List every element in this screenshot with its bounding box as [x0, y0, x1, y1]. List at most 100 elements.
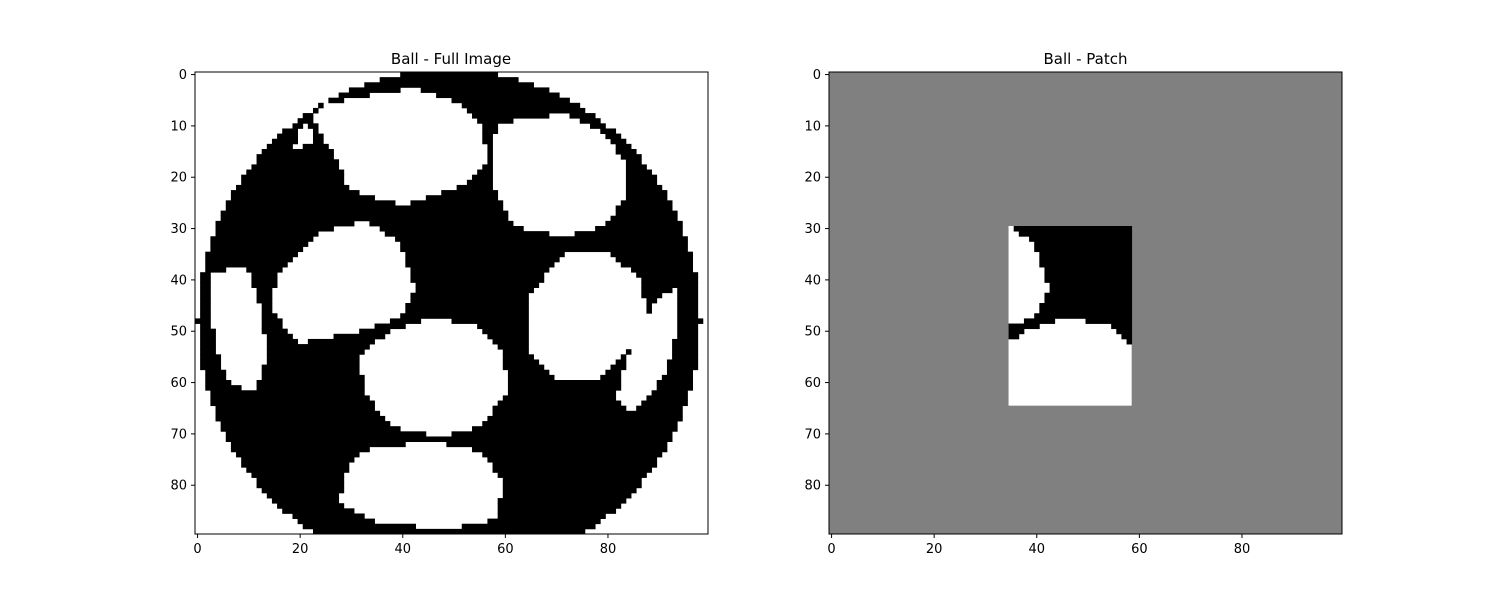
heatmap-cell-run — [620, 261, 694, 268]
heatmap-cell-run — [1034, 241, 1133, 247]
heatmap-cell-run — [405, 303, 529, 309]
y-tick-label: 40 — [170, 273, 187, 288]
heatmap-cell-run — [605, 220, 683, 227]
heatmap-cell-run — [318, 102, 324, 109]
heatmap-cell-run — [1029, 236, 1133, 242]
heatmap-cell-run — [1013, 226, 1133, 232]
heatmap-cell-run — [461, 102, 581, 109]
heatmap-cell-run — [348, 87, 401, 93]
heatmap-cell-run — [205, 251, 298, 258]
heatmap-cell-run — [200, 333, 216, 340]
heatmap-cell-run — [251, 282, 278, 288]
heatmap-cell-run — [641, 277, 699, 283]
heatmap-cell-run — [502, 364, 545, 371]
heatmap-cell-run — [225, 205, 504, 211]
axes-patch: Ball - Patch 0 20 40 60 80 0 10 20 30 40 50 60 70 80 — [804, 50, 1343, 557]
heatmap-cell-run — [210, 390, 365, 396]
y-tick-label: 50 — [170, 325, 187, 340]
heatmap-cell-run — [1044, 272, 1133, 278]
heatmap-cell-run — [610, 215, 678, 222]
heatmap-cell-run — [677, 297, 699, 304]
heatmap-cell-run — [472, 174, 493, 181]
heatmap-cell-run — [487, 518, 601, 525]
heatmap-cell-run — [266, 143, 293, 150]
heatmap-cell-run — [625, 164, 647, 170]
heatmap-cell-run — [605, 133, 622, 140]
heatmap-cell-run — [215, 226, 334, 232]
heatmap-cell-run — [677, 328, 699, 335]
heatmap-cell-run — [292, 123, 304, 129]
heatmap-cell-run — [210, 395, 370, 401]
heatmap-cell-run — [641, 282, 699, 288]
heatmap-cell-run — [482, 328, 529, 335]
heatmap-cell-run — [477, 118, 514, 124]
heatmap-cell-run — [215, 410, 381, 417]
heatmap-cell-run — [487, 457, 658, 463]
heatmap-cell-run — [405, 251, 565, 258]
heatmap-cell-run — [312, 107, 319, 114]
heatmap-cell-run — [266, 354, 360, 360]
heatmap-cell-run — [672, 338, 699, 345]
heatmap-cell-run — [666, 359, 699, 365]
heatmap-cell-run — [507, 380, 622, 386]
heatmap-cell-run — [261, 374, 365, 381]
heatmap-cell-run — [374, 323, 406, 330]
heatmap-cell-run — [410, 297, 529, 304]
heatmap-cell-run — [1039, 256, 1133, 263]
heatmap-cell-run — [625, 159, 642, 165]
heatmap-cell-run — [266, 349, 365, 355]
x-tick-label: 0 — [193, 542, 201, 557]
heatmap-cell-run — [312, 128, 319, 134]
heatmap-cell-run — [631, 267, 694, 273]
heatmap-cell-run — [384, 231, 550, 237]
heatmap-cell-run — [1085, 318, 1133, 324]
heatmap-cell-run — [297, 518, 375, 525]
heatmap-cell-run — [220, 421, 391, 427]
heatmap-cell-run — [251, 164, 340, 170]
heatmap-cell-run — [672, 349, 699, 355]
heatmap-cell-run — [410, 277, 545, 283]
heatmap-cell-run — [1039, 261, 1133, 268]
x-tick-label: 80 — [600, 542, 617, 557]
y-tick-label: 60 — [804, 376, 821, 391]
heatmap-cell-run — [312, 138, 324, 145]
heatmap-cell-run — [277, 133, 298, 140]
x-tick-label: 40 — [394, 542, 411, 557]
x-tick-label: 20 — [292, 542, 309, 557]
heatmap-cell-run — [261, 149, 334, 155]
chart-title-full-image: Ball - Full Image — [391, 50, 511, 68]
heatmap-cell-run — [1008, 323, 1040, 330]
heatmap-cell-run — [1008, 333, 1020, 340]
heatmap-cell-run — [661, 374, 694, 381]
heatmap-cell-run — [256, 385, 365, 391]
heatmap-cell-run — [220, 210, 509, 217]
heatmap-cell-run — [502, 492, 632, 499]
heatmap-cell-run — [641, 287, 673, 294]
heatmap-cell-run — [256, 482, 345, 489]
y-tick-label: 30 — [804, 222, 821, 237]
heatmap-cell-run — [200, 349, 216, 355]
heatmap-cell-run — [307, 338, 375, 345]
x-axis-ticks-full-image: 0 20 40 60 80 — [193, 534, 616, 557]
heatmap-cell-run — [451, 431, 673, 437]
heatmap-cell-run — [1034, 313, 1133, 319]
heatmap-cell-run — [225, 200, 396, 206]
heatmap-cell-run — [1049, 287, 1133, 294]
heatmap-cell-run — [261, 369, 360, 376]
heatmap-cell-run — [246, 169, 345, 176]
heatmap-cell-run — [666, 364, 699, 371]
y-tick-label: 20 — [170, 171, 187, 186]
heatmap-cell-run — [1039, 303, 1133, 309]
heatmap-cell-run — [400, 72, 499, 78]
heatmap-cell-run — [205, 385, 242, 391]
heatmap-cell-run — [261, 318, 283, 324]
heatmap-cell-run — [605, 369, 622, 376]
heatmap-cell-run — [200, 313, 211, 319]
heatmap-cell-run — [492, 462, 658, 468]
heatmap-cell-run — [461, 523, 596, 530]
y-tick-label: 20 — [804, 171, 821, 186]
heatmap-cell-run — [456, 184, 493, 191]
heatmap-cell-run — [451, 97, 570, 104]
heatmap-cell-run — [205, 380, 232, 386]
heatmap-cell-run — [210, 236, 314, 242]
